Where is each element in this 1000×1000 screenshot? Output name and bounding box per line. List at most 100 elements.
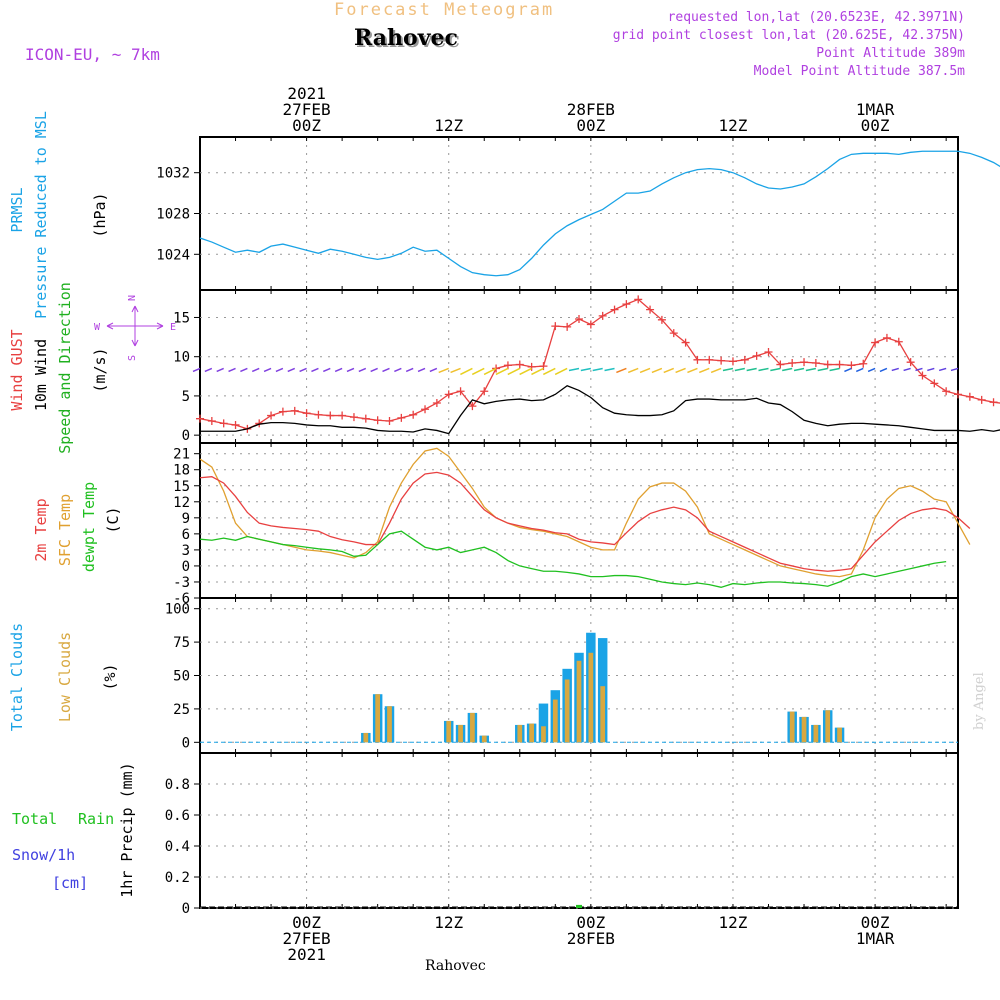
- pressure-label-2: Pressure Reduced to MSL: [32, 111, 50, 319]
- footer-location: Rahovec: [425, 958, 486, 974]
- wind-dir-arrow: [394, 367, 402, 373]
- time-label-bottom: 12Z: [719, 913, 748, 932]
- low-cloud-bar: [588, 652, 594, 743]
- grid-point-coords: grid point closest lon,lat (20.625E, 42.…: [612, 28, 965, 43]
- low-cloud-bar: [600, 686, 606, 743]
- gust-marker: [302, 409, 311, 418]
- gust-marker: [657, 315, 666, 324]
- gust-marker: [681, 338, 690, 347]
- ytick-label-precip: 0.6: [165, 808, 190, 824]
- gust-label: Wind GUST: [8, 329, 26, 410]
- gust-marker: [693, 355, 702, 364]
- wind-dir-arrow: [675, 367, 686, 374]
- gust-marker: [231, 420, 240, 429]
- wind-dir-arrow: [358, 367, 367, 373]
- wind-dir-arrow: [568, 367, 580, 372]
- gust-marker: [800, 358, 809, 367]
- compass-e: E: [170, 322, 176, 333]
- sfc-temp-line: [199, 447, 971, 578]
- gust-marker: [717, 356, 726, 365]
- gust-marker: [930, 379, 939, 388]
- ytick-label-wind: 5: [182, 389, 190, 405]
- ytick-label-temp: 3: [182, 543, 190, 559]
- pressure-line: [199, 150, 1000, 277]
- wind-dir-arrow: [627, 367, 639, 374]
- gust-marker: [871, 338, 880, 347]
- gust-marker: [610, 305, 619, 314]
- wind-dir-arrow: [531, 367, 544, 376]
- panel-frame-temp: [199, 442, 959, 599]
- ytick-label-temp: 9: [182, 511, 190, 527]
- gust-marker: [823, 360, 832, 369]
- low-cloud-bar: [825, 710, 831, 743]
- gust-marker: [776, 360, 785, 369]
- gust-marker: [314, 410, 323, 419]
- wind-dir-arrow: [604, 367, 615, 372]
- gust-marker: [835, 360, 844, 369]
- wind-dir-arrow: [287, 367, 296, 373]
- total-clouds-label: Total Clouds: [8, 623, 26, 731]
- wind-dir-arrow: [405, 367, 414, 373]
- requested-coords: requested lon,lat (20.6523E, 42.3971N): [667, 10, 965, 25]
- wind-dir-arrow: [903, 367, 911, 372]
- wind-dir-arrow: [927, 367, 935, 372]
- low-cloud-bar: [564, 679, 570, 743]
- gust-marker: [788, 358, 797, 367]
- gust-marker: [207, 417, 216, 426]
- wind-dir-arrow: [592, 367, 603, 372]
- time-label-top: 12Z: [434, 116, 463, 135]
- time-label-bottom: 28FEB: [567, 929, 615, 948]
- ytick-label-clouds: 75: [173, 635, 190, 651]
- wind-dir-arrow: [263, 367, 272, 373]
- gust-marker: [409, 410, 418, 419]
- wind-dir-arrow: [429, 367, 438, 373]
- gust-marker: [219, 419, 228, 428]
- low-cloud-bar: [552, 699, 558, 743]
- wind-dir-arrow: [746, 367, 757, 372]
- gust-marker: [740, 355, 749, 364]
- model-label: ICON-EU, ~ 7km: [25, 45, 160, 64]
- wind-dir-arrow: [240, 367, 248, 373]
- wind-dir-arrow: [542, 367, 556, 376]
- gust-marker: [989, 398, 998, 407]
- point-altitude: Point Altitude 389m: [816, 46, 965, 61]
- wind-dir-arrow: [322, 367, 331, 373]
- wind-dir-arrow: [370, 367, 378, 373]
- gust-marker: [515, 360, 524, 369]
- low-cloud-bar: [529, 723, 534, 743]
- wind-dir-arrow: [519, 367, 532, 376]
- wind-dir-label: Speed and Direction: [56, 282, 74, 454]
- time-label-top: 28FEB: [567, 100, 615, 119]
- gust-marker: [965, 392, 974, 401]
- wind-dir-arrow: [782, 367, 793, 372]
- low-cloud-bar: [375, 694, 381, 743]
- low-cloud-bar: [458, 724, 463, 743]
- gust-marker: [361, 414, 370, 423]
- gust-marker: [338, 411, 347, 420]
- wind-dir-arrow: [829, 367, 840, 372]
- gust-marker: [527, 362, 536, 371]
- wind-dir-arrow: [938, 367, 947, 372]
- low-cloud-bar: [387, 706, 392, 743]
- wind-unit: (m/s): [91, 347, 109, 392]
- wind-dir-arrow: [844, 367, 852, 373]
- gust-marker: [669, 329, 678, 338]
- wind-dir-arrow: [507, 367, 521, 376]
- gust-marker: [492, 364, 501, 373]
- wind-dir-arrow: [580, 367, 591, 372]
- location-title: Rahovec: [354, 25, 458, 51]
- wind-line: [200, 384, 1000, 435]
- time-label-bottom: 1MAR: [856, 929, 895, 948]
- 2m-temp-line: [199, 471, 971, 572]
- gust-line: [199, 298, 1000, 430]
- ytick-label-precip: 0: [182, 901, 190, 917]
- ytick-label-precip: 0.8: [165, 777, 190, 793]
- wind-dir-arrow: [817, 367, 828, 372]
- ytick-label-wind: 10: [173, 350, 190, 366]
- rain-label-b: Rain: [78, 810, 114, 828]
- compass-n: N: [127, 295, 138, 301]
- gust-marker: [196, 414, 204, 423]
- time-label-top: 00Z: [861, 116, 890, 135]
